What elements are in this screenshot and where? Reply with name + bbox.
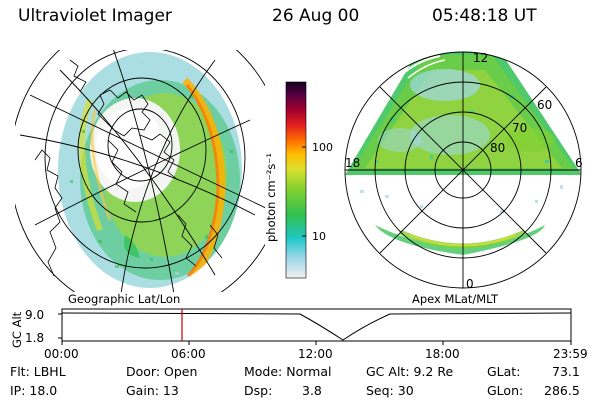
timeline-ytick-high: 9.0: [25, 308, 44, 322]
glat-value: 73.1: [552, 364, 580, 379]
mlt-label-6: 6: [575, 156, 583, 170]
mlat-label-60: 60: [537, 98, 552, 112]
mlt-label-12: 12: [473, 51, 488, 65]
colorbar-unit-label: photon cm⁻²s⁻¹: [264, 153, 278, 242]
altitude-timeline: GC Alt 9.0 1.8 00:00 06:00 12:00 18:00 2…: [10, 308, 588, 361]
timeline-xtick-2359: 23:59: [553, 347, 588, 361]
geographic-map: [15, 50, 265, 292]
mlt-label-0: 0: [466, 277, 474, 291]
mlat-grid: [344, 51, 582, 289]
door-info: Door: Open: [126, 364, 198, 379]
glon-value: 286.5: [544, 383, 580, 398]
glat-label: GLat:: [487, 364, 521, 379]
timeline-xtick-1800: 18:00: [425, 347, 460, 361]
timeline-xtick-0000: 00:00: [44, 347, 79, 361]
geographic-grid: [15, 50, 265, 292]
mlt-label-18: 18: [345, 156, 360, 170]
ip-info: IP: 18.0: [10, 383, 58, 398]
geographic-caption: Geographic Lat/Lon: [68, 292, 180, 306]
colorbar: 100 10 photon cm⁻²s⁻¹: [264, 81, 333, 279]
glon-label: GLon:: [487, 383, 524, 398]
mlat-label-80: 80: [490, 141, 505, 155]
altitude-curve: [61, 312, 572, 341]
timeline-xtick-0600: 06:00: [171, 347, 206, 361]
mlat-label-70: 70: [512, 121, 527, 135]
seq-info: Seq: 30: [366, 383, 414, 398]
gain-info: Gain: 13: [126, 383, 179, 398]
mode-info: Mode: Normal: [244, 364, 332, 379]
dsp-label: Dsp:: [244, 383, 273, 398]
filter-info: Flt: LBHL: [10, 364, 66, 379]
instrument-title: Ultraviolet Imager: [18, 6, 172, 26]
timeline-xtick-1200: 12:00: [298, 347, 333, 361]
colorbar-tick-100: 100: [312, 141, 333, 154]
auroral-emission-left: [58, 52, 242, 288]
apex-caption: Apex MLat/MLT: [412, 292, 499, 306]
colorbar-tick-10: 10: [312, 230, 326, 243]
time-label: 05:48:18 UT: [432, 6, 537, 26]
timeline-ytick-low: 1.8: [25, 331, 44, 345]
gc-alt-info: GC Alt: 9.2 Re: [366, 364, 454, 379]
coastlines: [34, 59, 223, 277]
polar-map: 12 18 6 0 60 70 80: [344, 51, 583, 291]
date-label: 26 Aug 00: [272, 6, 360, 26]
dsp-value: 3.8: [302, 383, 322, 398]
timeline-axis-label: GC Alt: [10, 311, 24, 348]
